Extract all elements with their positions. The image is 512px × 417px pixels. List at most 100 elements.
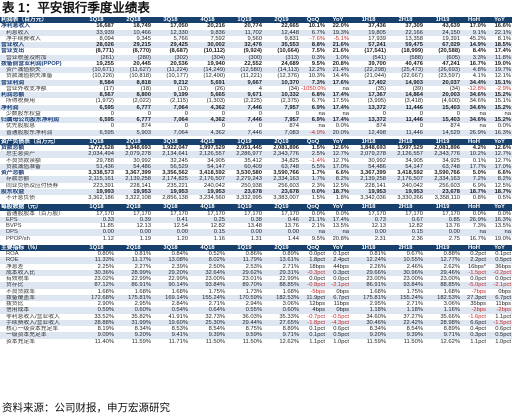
table-cell: 4,362 — [189, 104, 226, 111]
table-cell: 3,418,592 — [397, 170, 423, 176]
table-cell: 34.4% — [461, 79, 487, 86]
table-cell: (10,112) — [203, 48, 225, 55]
table-cell: 1.16 — [213, 235, 225, 242]
table-cell: 12.5% — [332, 182, 349, 189]
table-cell: 11.17% — [115, 257, 152, 264]
row-label: 非利息收入/营业收入 — [6, 313, 60, 320]
table-row: ROE 11.33% 11.17% 13.08% 8.02% 11.79% 13.61% 1.… — [0, 257, 512, 264]
table-cell: 155.24% — [387, 294, 424, 301]
table-cell: 2.84% — [171, 301, 188, 307]
table-cell: na — [300, 229, 326, 236]
table-cell: 16.7% — [469, 60, 486, 67]
table-cell: 8.34% — [369, 326, 386, 332]
table-cell: 0.0% — [497, 210, 511, 217]
column-header: 2Q19 — [263, 244, 300, 251]
row-label: 营业税金及附加 — [0, 54, 78, 61]
table-cell: na — [479, 123, 486, 130]
table-cell: 10.1% — [308, 23, 325, 30]
table-cell: 8.19% — [97, 326, 114, 332]
table-row: 普通股股本（百万股） 17,170 17,170 17,170 17,170 17,170… — [0, 211, 512, 217]
table-cell: 0.67% — [406, 251, 423, 257]
table-cell: 256,603 — [278, 182, 299, 189]
table-cell: 1.16% — [424, 307, 461, 314]
table-cell: 12.62% — [440, 338, 460, 345]
table-cell: 10.3% — [308, 73, 325, 80]
table-cell: 28.88% — [78, 319, 115, 326]
table-cell: (2,022) — [132, 98, 151, 105]
table-cell: 1.1pct — [470, 338, 486, 345]
table-cell: 18bps — [309, 263, 325, 270]
table-cell: na — [479, 110, 486, 117]
table-cell: 39,700 — [368, 60, 386, 67]
table-cell: 9,212 — [152, 79, 189, 86]
table-row: 资产总额 3,338,573 3,367,399 3,356,562 3,418,592… — [0, 170, 512, 176]
row-label: 净利息收入 — [1, 23, 30, 30]
table-cell: 86.91% — [115, 282, 152, 289]
table-cell: 250,938 — [241, 182, 262, 189]
table-cell: 30,992 — [133, 157, 151, 164]
row-label: 存款总额 — [0, 176, 78, 183]
column-header: 1H18 — [350, 138, 387, 145]
table-cell: 0 — [456, 110, 460, 117]
table-cell: 17,367 — [350, 92, 387, 99]
table-cell: 13.48 — [247, 223, 262, 229]
table-cell: -0.3pct — [300, 269, 326, 276]
table-cell: 12.24% — [350, 257, 387, 264]
table-cell: 19.3% — [326, 29, 350, 36]
table-cell: 29.44% — [226, 319, 263, 326]
row-label: 不良贷款余额 — [6, 157, 41, 164]
table-cell: 0.41 — [152, 216, 189, 223]
table-cell: 9,831 — [284, 35, 299, 42]
table-cell: 35,412 — [244, 157, 262, 164]
column-header: 1Q18 — [78, 244, 115, 251]
column-header: 3Q18 — [152, 138, 189, 145]
table-cell: 0.00 — [263, 229, 300, 236]
table-cell: 7,064 — [152, 117, 189, 124]
table-cell: 6.7% — [300, 29, 326, 36]
table-cell: (304) — [189, 54, 226, 61]
table-cell: 2.46% — [406, 263, 423, 270]
table-cell: (17) — [103, 85, 114, 92]
table-cell: 20,216 — [207, 23, 225, 30]
table-cell: 20.8% — [332, 60, 349, 67]
column-header: 3Q18 — [152, 244, 189, 251]
table-row: BVPS 11.85 12.13 12.54 12.82 13.48 13.76 2.1% 13… — [0, 223, 512, 229]
table-cell: 32.73% — [205, 313, 225, 320]
table-cell: 2,343,776 — [424, 151, 461, 158]
table-cell: (1,303) — [206, 98, 225, 105]
table-cell: 19.0% — [494, 235, 511, 242]
column-header: HoH — [461, 17, 487, 24]
table-cell: 63,748 — [263, 163, 300, 170]
table-cell: 2.36 — [411, 235, 423, 242]
table-cell: 1.7% — [300, 176, 326, 183]
column-header: 2Q18 — [115, 17, 152, 24]
table-cell: 26.9% — [461, 129, 487, 136]
table-cell: (10,664) — [277, 48, 299, 55]
table-row: 股东权益 19,993 19,953 19,953 19,953 23,678 23,678… — [0, 188, 512, 195]
table-cell: (18,999) — [401, 48, 423, 55]
table-cell: 7.2% — [461, 176, 487, 183]
column-header: 2Q18 — [115, 204, 152, 211]
table-cell: 2,034,494 — [78, 151, 115, 158]
table-cell: (23,597) — [438, 73, 460, 80]
table-cell: 17.4% — [326, 92, 350, 99]
table-cell: (34) — [288, 85, 299, 92]
table-cell: 23.02% — [94, 276, 114, 282]
table-cell: 2.4pct — [326, 257, 350, 264]
row-label: 一级资本充足率 — [0, 332, 78, 339]
row-label: 营业利润 — [0, 79, 78, 86]
table-cell: 6.9% — [300, 104, 326, 111]
table-cell: 17.4% — [326, 216, 350, 223]
table-row: 利润总额 8,567 8,800 9,199 5,665 9,671 10,332 6.8% 1… — [0, 92, 512, 99]
table-cell: 54,147 — [387, 163, 424, 170]
table-cell: 17.0% — [469, 23, 486, 30]
table-cell: 2,079,278 — [350, 151, 387, 158]
table-cell: 0.5% — [497, 195, 511, 201]
table-cell: 12.6% — [494, 145, 511, 151]
table-cell: 2,126,557 — [387, 151, 424, 158]
table-cell: 16,687 — [96, 23, 114, 30]
table-cell: 0.0pct — [309, 251, 325, 257]
table-cell: 7,957 — [263, 104, 300, 111]
table-cell: 43,639 — [442, 23, 460, 30]
table-cell: 28.99% — [115, 269, 152, 276]
